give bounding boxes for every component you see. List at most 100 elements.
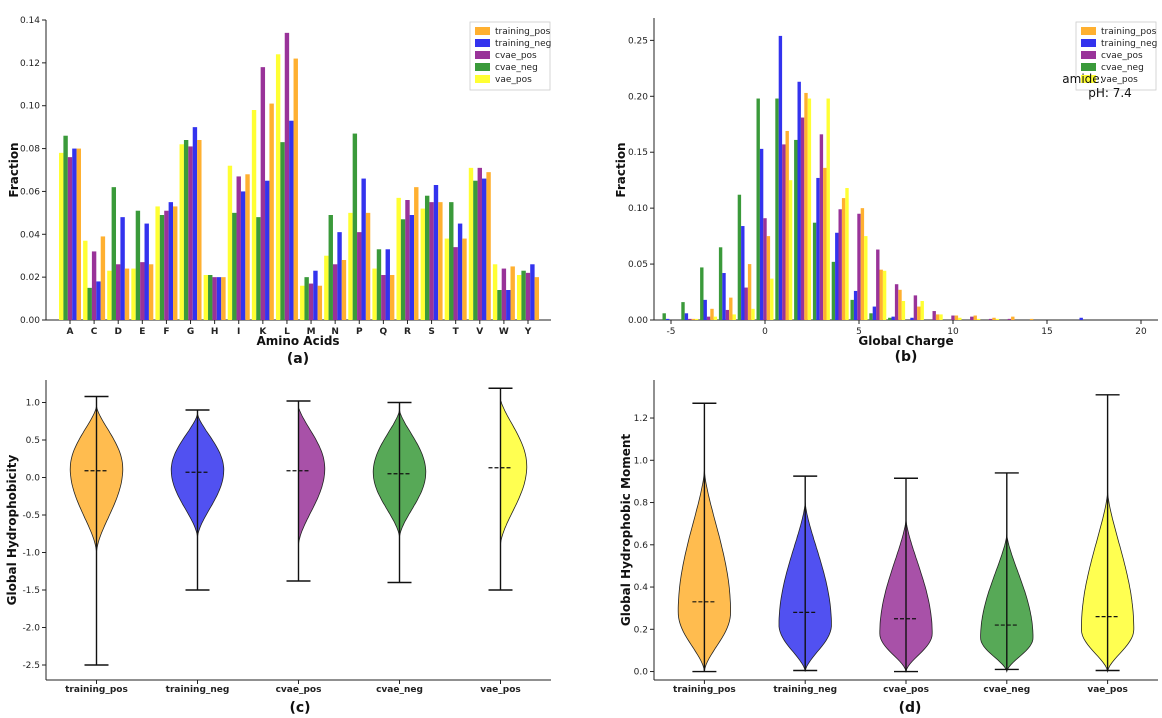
panel-b-legend-label-cvae_pos: cvae_pos	[1101, 51, 1143, 61]
panel-c-xtick-label: vae_pos	[480, 685, 521, 695]
panel-a-xtick-label: W	[499, 327, 509, 337]
panel-b-bar-training_pos	[747, 264, 752, 320]
panel-a-bar-training_pos	[341, 260, 347, 320]
panel-a-bar-cvae_pos	[308, 283, 314, 320]
panel-a-bar-vae_pos	[83, 240, 88, 320]
panel-a-xtick-label: N	[331, 327, 339, 337]
panel-c-ylabel: Global Hydrophobicity	[5, 454, 19, 605]
panel-a-bar-vae_pos	[396, 197, 401, 320]
panel-a-bar-training_pos	[365, 212, 371, 320]
panel-b-bar-cvae_pos	[913, 295, 918, 320]
panel-a-bar-cvae_pos	[477, 167, 482, 320]
panel-b-bar-training_neg	[703, 299, 707, 320]
panel-a-bar-training_pos	[124, 268, 130, 320]
panel-b-bar-vae_pos	[976, 318, 981, 320]
panel-a-bar-cvae_neg	[473, 180, 478, 320]
panel-b-legend-swatch-cvae_pos	[1081, 51, 1096, 59]
panel-c-xtick-label: cvae_pos	[276, 685, 322, 695]
panel-a-xtick-label: G	[187, 327, 194, 337]
panel-b-global-charge-histogram: 0.00 0.05 0.10 0.15 0.20 0.25 -5 0 5 10 15 20 traini…	[628, 18, 1158, 337]
panel-a-bar-cvae_pos	[188, 146, 193, 320]
panel-a-bar-vae_pos	[107, 270, 112, 320]
panel-b-legend-swatch-vae_pos	[1081, 75, 1096, 83]
panel-c-hydrophobicity-violins: -2.5 -2.0 -1.5 -1.0 -0.5 0.0 0.5 1.0 training_po…	[22, 380, 551, 695]
panel-b-legend-swatch-training_pos	[1081, 27, 1096, 35]
panel-b-bar-vae_pos	[864, 236, 868, 320]
panel-b-bar-training_pos	[898, 289, 902, 320]
panel-a-xtick-label: H	[211, 327, 219, 337]
panel-a-bar-training_neg	[313, 270, 318, 320]
panel-a-xtick-label: R	[404, 327, 411, 337]
panel-c-ytick-label: -1.0	[22, 549, 40, 559]
panel-d-ytick-label: 0.2	[634, 625, 648, 635]
panel-b-bar-training_pos	[823, 167, 827, 320]
panel-b-xtick-label: 15	[1041, 327, 1052, 337]
panel-b-bar-cvae_pos	[763, 218, 767, 320]
panel-b-bar-training_pos	[710, 308, 714, 320]
panel-a-xtick-label: F	[163, 327, 169, 337]
panel-b-bar-training_pos	[729, 297, 733, 320]
panel-a-legend-swatch-cvae_neg	[475, 63, 490, 71]
panel-a-ytick-label: 0.06	[20, 187, 40, 197]
panel-a-bar-training_neg	[120, 217, 125, 320]
panel-b-bar-cvae_neg	[794, 139, 798, 320]
panel-a-xlabel: Amino Acids	[256, 334, 339, 348]
panel-a-legend-label-cvae_neg: cvae_neg	[495, 63, 538, 73]
panel-a-bar-cvae_neg	[521, 270, 526, 320]
panel-a-bar-training_neg	[409, 215, 415, 320]
panel-b-bar-training_neg	[835, 232, 839, 320]
panel-a-bar-training_pos	[414, 187, 419, 320]
panel-a-xtick-label: S	[428, 327, 434, 337]
panel-b-bar-training_neg	[891, 316, 895, 320]
panel-b-bar-cvae_pos	[706, 316, 711, 320]
panel-b-bar-cvae_neg	[756, 98, 760, 321]
panel-a-bar-training_neg	[385, 249, 390, 320]
panel-a-xtick-label: A	[67, 327, 74, 337]
panel-b-ylabel: Fraction	[614, 142, 628, 197]
panel-b-bar-training_pos	[804, 92, 808, 321]
panel-a-bar-cvae_neg	[280, 142, 285, 320]
panel-a-legend-label-vae_pos: vae_pos	[495, 75, 532, 85]
panel-b-bar-training_neg	[910, 317, 914, 320]
panel-a-bar-cvae_neg	[376, 249, 382, 320]
panel-a-bar-training_pos	[510, 266, 515, 320]
panel-b-bar-vae_pos	[939, 314, 943, 320]
panel-b-bar-cvae_pos	[1007, 318, 1012, 320]
panel-a-bar-training_neg	[72, 148, 77, 320]
panel-b-label: (b)	[895, 349, 918, 365]
panel-b-bar-vae_pos	[995, 318, 1000, 320]
panel-b-bar-cvae_pos	[857, 213, 861, 320]
panel-b-bar-training_neg	[722, 273, 726, 320]
panel-a-xtick-label: V	[476, 327, 483, 337]
panel-a-bar-cvae_pos	[260, 67, 266, 321]
panel-a-bar-training_pos	[197, 140, 202, 320]
panel-b-bar-training_pos	[973, 315, 977, 320]
panel-a-ytick-label: 0.12	[20, 59, 40, 69]
panel-b-bar-cvae_neg	[812, 222, 817, 320]
panel-a-bar-training_pos	[148, 264, 154, 320]
panel-c-ytick-label: -0.5	[22, 511, 40, 521]
panel-a-bar-vae_pos	[300, 285, 305, 320]
panel-b-bar-training_pos	[879, 269, 883, 320]
panel-b-xtick-label: -5	[667, 327, 676, 337]
panel-a-xtick-label: T	[453, 327, 460, 337]
panel-a-bar-cvae_neg	[87, 287, 92, 320]
panel-a-bar-training_neg	[481, 178, 487, 320]
panel-a-bar-cvae_pos	[501, 268, 507, 320]
panel-b-bar-vae_pos	[958, 317, 962, 320]
panel-a-ytick-label: 0.02	[20, 273, 40, 283]
panel-a-bar-vae_pos	[155, 206, 160, 320]
panel-b-bar-cvae_pos	[988, 318, 993, 320]
panel-a-label: (a)	[287, 351, 309, 367]
panel-a-legend-swatch-training_neg	[475, 39, 490, 47]
panel-a-bar-training_pos	[100, 236, 106, 320]
panel-c-violin-vae_pos	[500, 401, 528, 546]
panel-a-bar-vae_pos	[131, 268, 136, 320]
panel-b-bar-cvae_pos	[876, 249, 880, 320]
panel-a-bar-vae_pos	[444, 238, 450, 320]
panel-c-ytick-label: 1.0	[26, 399, 41, 409]
panel-a-bar-cvae_neg	[159, 215, 165, 320]
panel-a-bar-training_pos	[317, 285, 323, 320]
panel-b-bar-cvae_neg	[888, 317, 892, 320]
